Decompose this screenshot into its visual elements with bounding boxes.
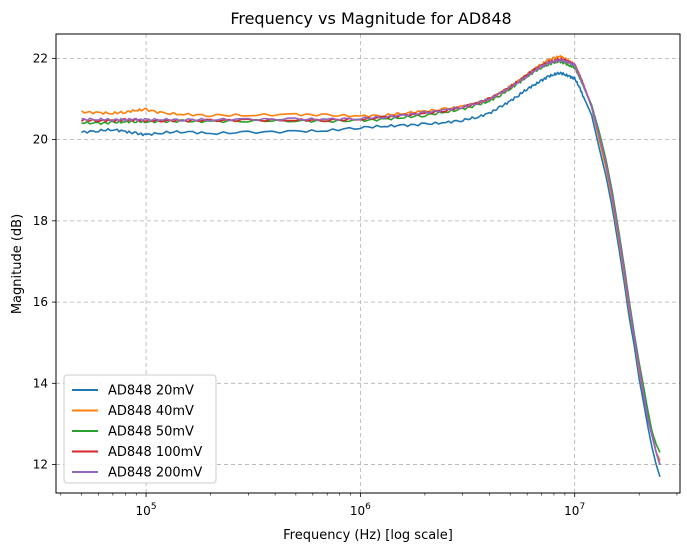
- grid: [56, 34, 680, 493]
- series-line: [81, 71, 661, 478]
- y-tick-label: 18: [33, 214, 48, 228]
- x-tick-label: 105: [136, 502, 157, 518]
- legend-label: AD848 50mV: [108, 425, 194, 440]
- legend-label: AD848 40mV: [108, 404, 194, 419]
- y-tick-label: 14: [33, 376, 48, 390]
- x-tick-exponent: 7: [579, 502, 585, 512]
- x-axis-label: Frequency (Hz) [log scale]: [283, 528, 453, 543]
- y-axis: 12 14 16 18 20 22: [33, 51, 56, 472]
- x-tick-base: 10: [350, 504, 365, 518]
- plot-lines: [81, 55, 661, 478]
- x-tick-base: 10: [564, 504, 579, 518]
- chart-title: Frequency vs Magnitude for AD848: [230, 9, 511, 28]
- y-tick-label: 16: [33, 295, 48, 309]
- plot-area-frame: [55, 33, 681, 494]
- legend-label: AD848 200mV: [108, 466, 202, 481]
- x-tick-exponent: 6: [365, 502, 371, 512]
- x-tick-exponent: 5: [151, 502, 157, 512]
- x-axis: 105 106 107: [60, 493, 678, 518]
- legend: AD848 20mV AD848 40mV AD848 50mV AD848 100m…: [63, 374, 217, 484]
- y-tick-label: 22: [33, 51, 48, 65]
- x-tick-base: 10: [136, 504, 151, 518]
- y-tick-label: 12: [33, 458, 48, 472]
- legend-box: [63, 374, 217, 484]
- series-line: [81, 58, 661, 465]
- y-tick-label: 20: [33, 133, 48, 147]
- y-axis-label: Magnitude (dB): [10, 214, 25, 314]
- x-tick-label: 107: [564, 502, 585, 518]
- x-tick-label: 106: [350, 502, 371, 518]
- legend-label: AD848 20mV: [108, 384, 194, 399]
- legend-label: AD848 100mV: [108, 445, 202, 460]
